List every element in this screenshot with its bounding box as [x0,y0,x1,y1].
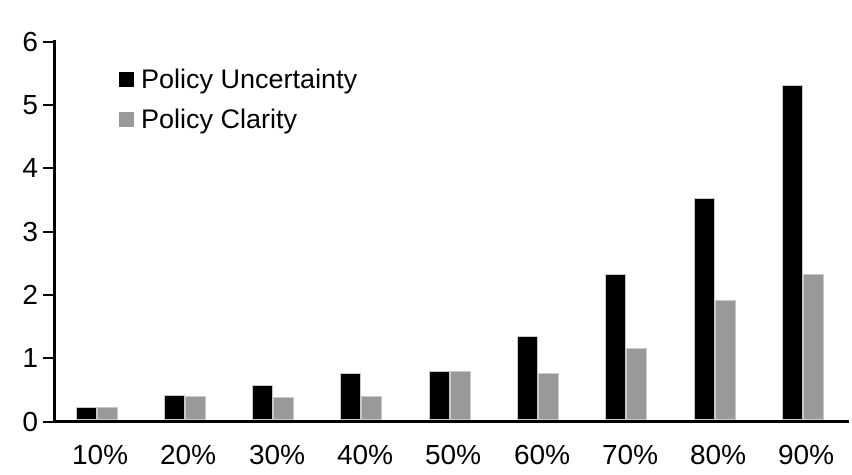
x-axis-category-label-40%: 40% [336,439,394,470]
bar-policy-clarity-40% [361,396,382,420]
bar-policy-uncertainty-70% [605,274,626,420]
legend-label-policy-clarity: Policy Clarity [141,104,298,134]
bar-policy-clarity-10% [97,407,118,420]
bar-policy-clarity-20% [185,396,206,420]
x-axis-category-label-30%: 30% [248,439,306,470]
bar-policy-uncertainty-80% [694,198,715,420]
y-axis-tick-label-6: 6 [22,25,38,57]
x-axis-category-label-10%: 10% [71,439,129,470]
y-tick-1 [43,357,56,360]
legend-item-policy-uncertainty: Policy Uncertainty [119,65,357,93]
y-axis-tick-label-1: 1 [22,342,38,374]
y-tick-3 [43,230,56,233]
bar-policy-uncertainty-10% [76,407,97,420]
x-axis-category-label-60%: 60% [513,439,571,470]
bar-policy-clarity-90% [803,274,824,420]
y-tick-2 [43,293,56,296]
y-tick-0 [43,420,56,423]
y-axis-tick-label-5: 5 [22,89,38,120]
legend: Policy Uncertainty Policy Clarity [119,65,357,145]
bar-policy-uncertainty-30% [252,385,273,420]
y-axis-tick-label-0: 0 [22,405,38,437]
bar-policy-clarity-70% [626,348,647,420]
bar-policy-uncertainty-20% [164,395,185,420]
y-tick-5 [43,104,56,106]
bar-policy-uncertainty-90% [782,85,803,420]
bar-policy-clarity-60% [538,373,559,420]
y-axis-tick-label-2: 2 [22,278,38,310]
x-axis-category-label-80%: 80% [689,439,747,470]
legend-swatch-policy-uncertainty [119,71,134,87]
y-tick-4 [43,167,56,170]
bar-policy-uncertainty-60% [517,336,538,420]
bar-policy-uncertainty-40% [340,373,361,420]
legend-swatch-policy-clarity [119,111,134,127]
x-axis-category-label-70%: 70% [601,439,659,470]
legend-label-policy-uncertainty: Policy Uncertainty [141,64,358,94]
x-axis-line [53,420,849,423]
y-axis-tick-label-4: 4 [22,152,38,184]
y-tick-6 [43,40,56,43]
bar-policy-clarity-80% [715,300,736,420]
x-axis-category-label-90%: 90% [777,439,835,470]
bar-policy-uncertainty-50% [429,371,450,420]
y-axis-tick-label-3: 3 [22,215,38,247]
bar-policy-clarity-50% [450,371,471,420]
bar-policy-clarity-30% [273,397,294,420]
legend-item-policy-clarity: Policy Clarity [119,105,357,133]
x-axis-category-label-50%: 50% [424,439,482,470]
x-axis-category-label-20%: 20% [159,439,217,470]
